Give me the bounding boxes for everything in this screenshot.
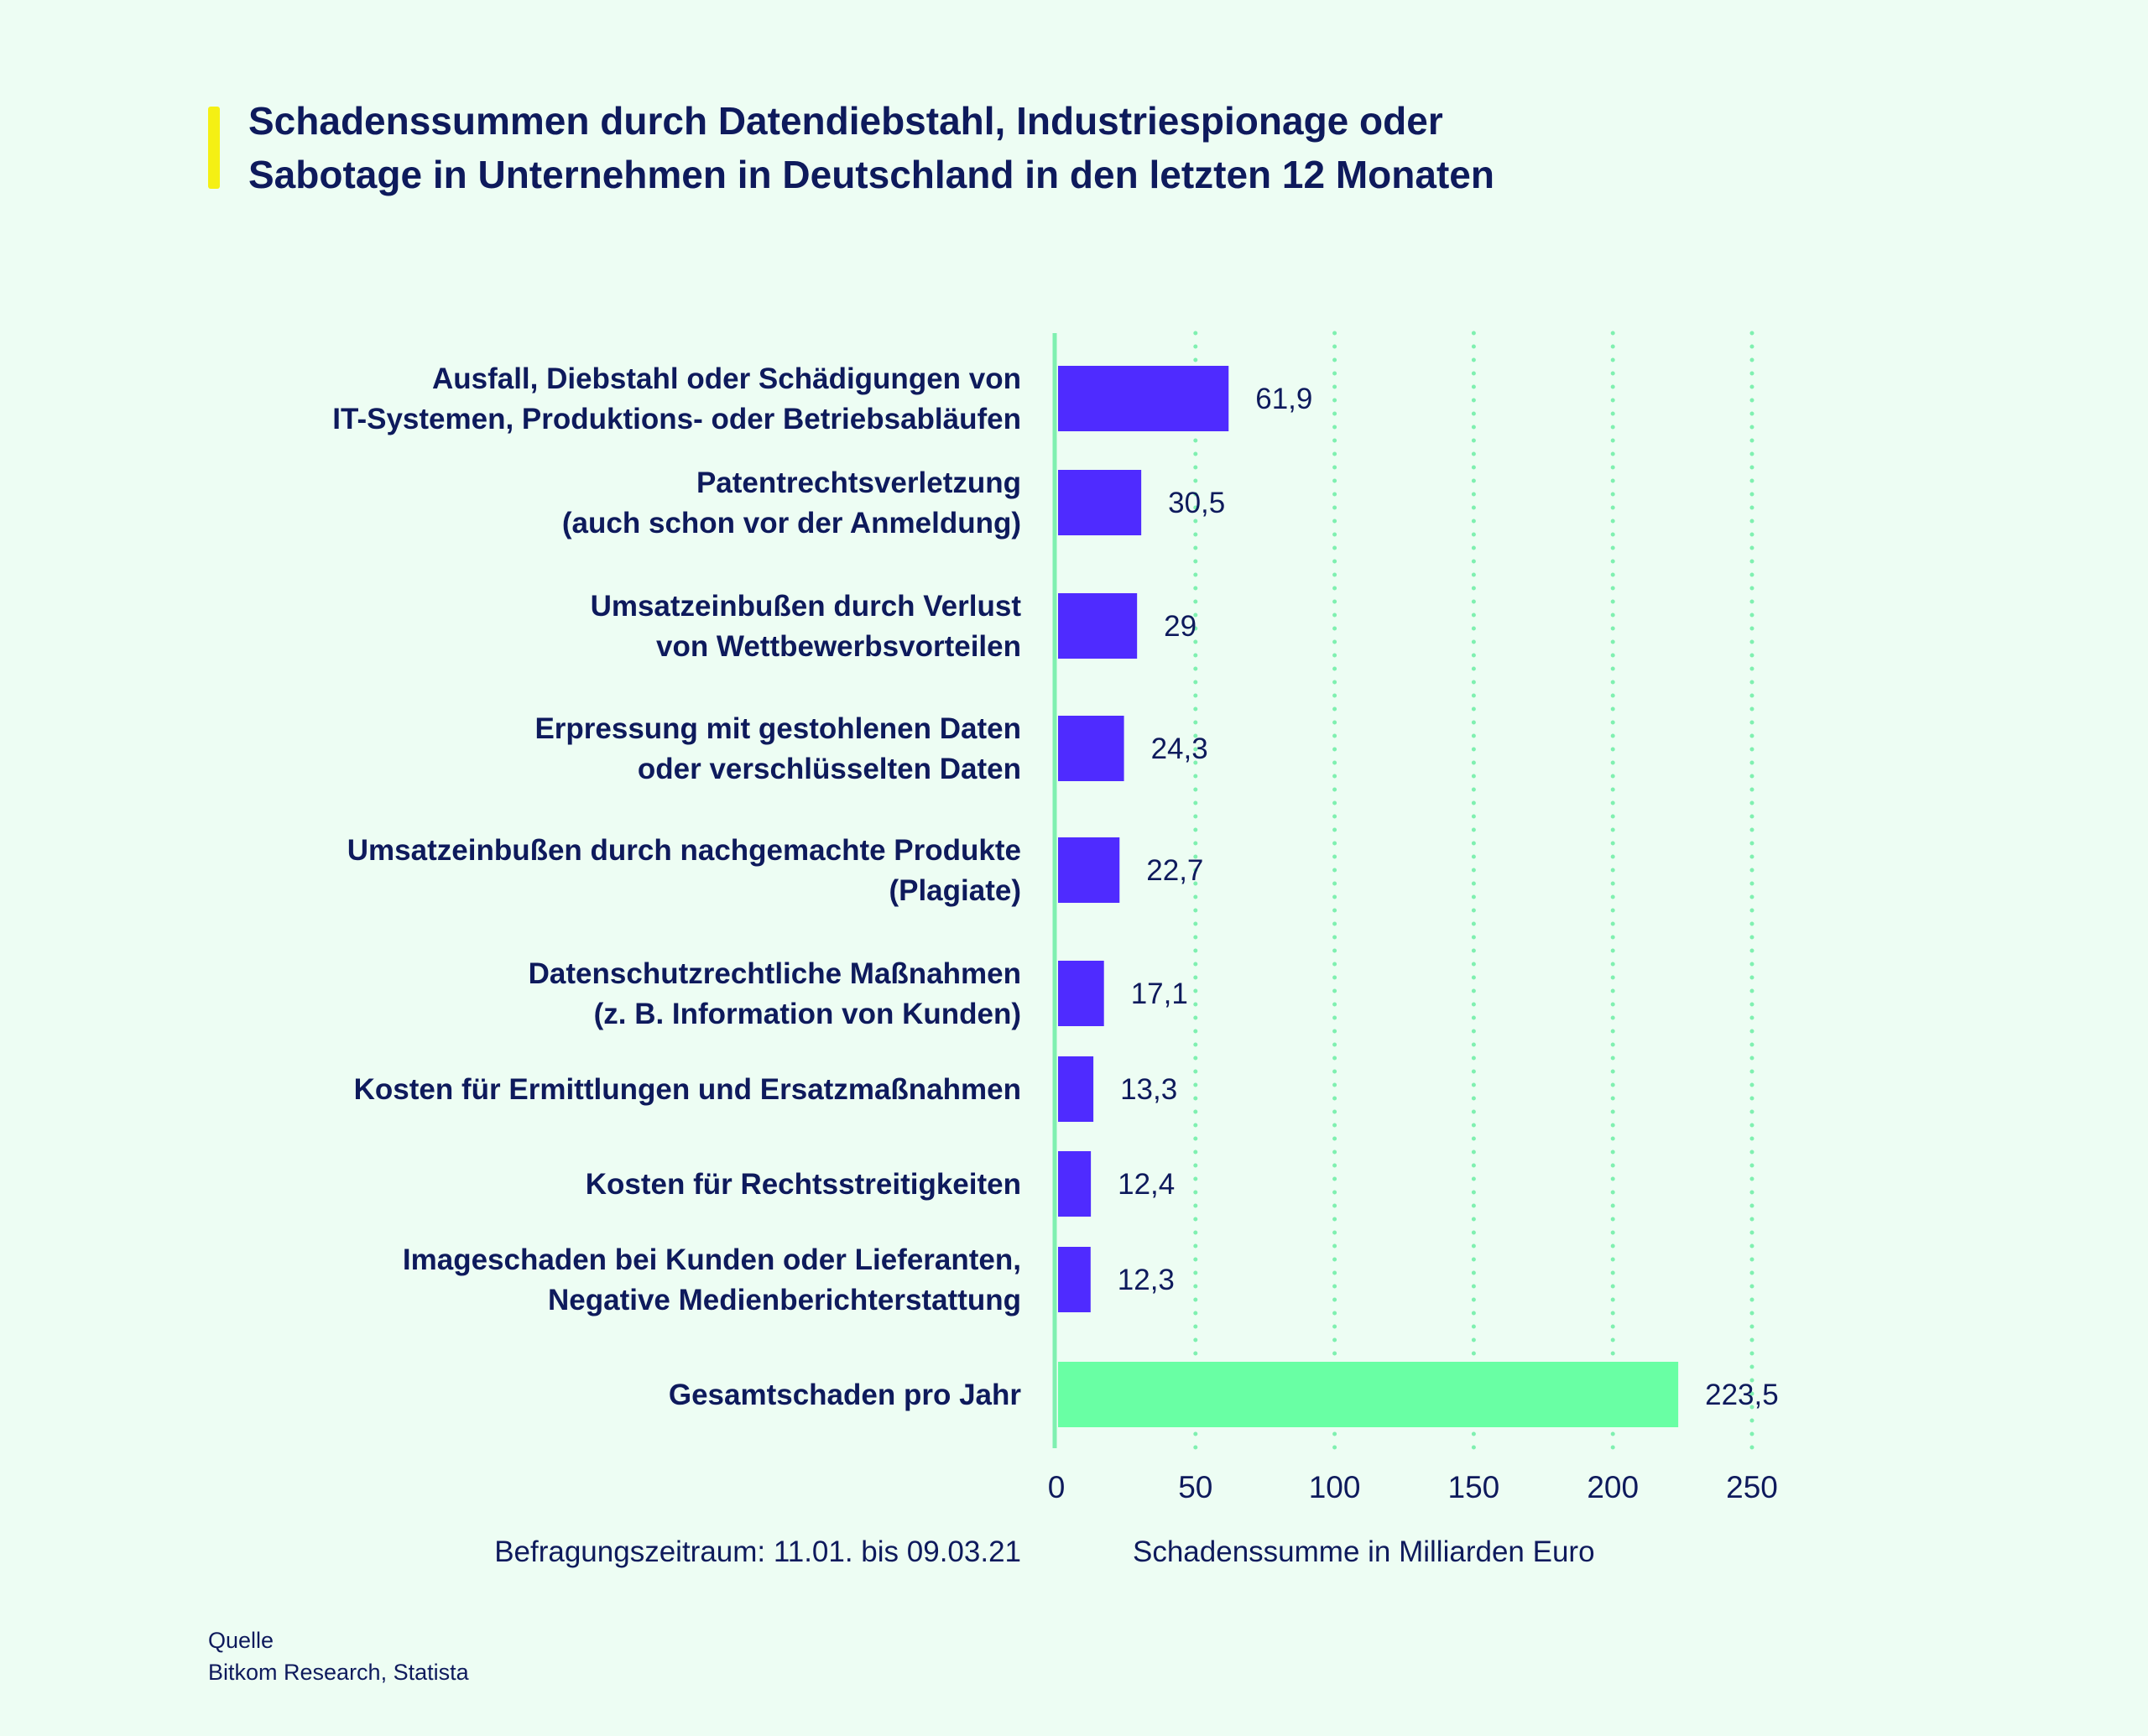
bar (1058, 837, 1120, 903)
value-label: 223,5 (1705, 1379, 1779, 1411)
value-label: 13,3 (1120, 1073, 1177, 1106)
value-label: 12,3 (1118, 1264, 1175, 1296)
x-axis-title: Schadenssumme in Milliarden Euro (1133, 1535, 1595, 1568)
category-label: Umsatzeinbußen durch nachgemachte Produk… (347, 834, 1021, 867)
category-label: Umsatzeinbußen durch Verlust (591, 590, 1022, 623)
bar (1058, 1056, 1094, 1122)
category-label: Ausfall, Diebstahl oder Schädigungen von (432, 362, 1021, 395)
category-label: Datenschutzrechtliche Maßnahmen (529, 957, 1021, 990)
total-bar (1058, 1362, 1679, 1427)
bar (1058, 961, 1104, 1026)
category-label: (z. B. Information von Kunden) (594, 998, 1021, 1030)
value-label: 29 (1164, 610, 1197, 643)
x-tick-label: 150 (1448, 1470, 1500, 1504)
category-label: Kosten für Rechtsstreitigkeiten (586, 1168, 1021, 1201)
bar (1058, 1247, 1091, 1312)
title-line-2: Sabotage in Unternehmen in Deutschland i… (248, 153, 1494, 196)
survey-period: Befragungszeitraum: 11.01. bis 09.03.21 (494, 1535, 1021, 1568)
category-label: oder verschlüsselten Daten (638, 753, 1021, 785)
value-label: 24,3 (1151, 732, 1208, 765)
x-tick-label: 0 (1048, 1470, 1066, 1504)
bar (1058, 593, 1138, 659)
category-label: Erpressung mit gestohlenen Daten (534, 712, 1021, 745)
x-tick-label: 100 (1309, 1470, 1361, 1504)
bar (1058, 716, 1124, 781)
category-label: Gesamtschaden pro Jahr (669, 1379, 1022, 1411)
category-label: Imageschaden bei Kunden oder Lieferanten… (403, 1243, 1021, 1276)
value-label: 30,5 (1168, 487, 1225, 519)
category-label: Kosten für Ermittlungen und Ersatzmaßnah… (354, 1073, 1021, 1106)
value-label: 17,1 (1131, 977, 1188, 1010)
value-label: 12,4 (1118, 1168, 1175, 1201)
x-tick-label: 50 (1178, 1470, 1212, 1504)
title-accent-bar (208, 107, 220, 189)
value-label: 22,7 (1146, 854, 1203, 887)
category-label: (auch schon vor der Anmeldung) (562, 507, 1021, 540)
chart-title: Schadenssummen durch Datendiebstahl, Ind… (248, 94, 1926, 201)
source-text: Bitkom Research, Statista (208, 1660, 469, 1685)
x-tick-label: 250 (1726, 1470, 1778, 1504)
category-label: von Wettbewerbsvorteilen (656, 630, 1021, 663)
bar (1058, 1151, 1092, 1217)
source-label: Quelle (208, 1628, 274, 1653)
value-label: 61,9 (1255, 383, 1312, 415)
title-line-1: Schadenssummen durch Datendiebstahl, Ind… (248, 99, 1443, 143)
category-label: Negative Medienberichterstattung (548, 1284, 1021, 1316)
x-tick-label: 200 (1587, 1470, 1639, 1504)
bar (1058, 366, 1229, 431)
source-block: Quelle Bitkom Research, Statista (208, 1624, 469, 1688)
bar (1058, 470, 1142, 535)
category-label: (Plagiate) (889, 874, 1021, 907)
category-label: Patentrechtsverletzung (696, 467, 1021, 499)
category-label: IT-Systemen, Produktions- oder Betriebsa… (332, 403, 1021, 435)
